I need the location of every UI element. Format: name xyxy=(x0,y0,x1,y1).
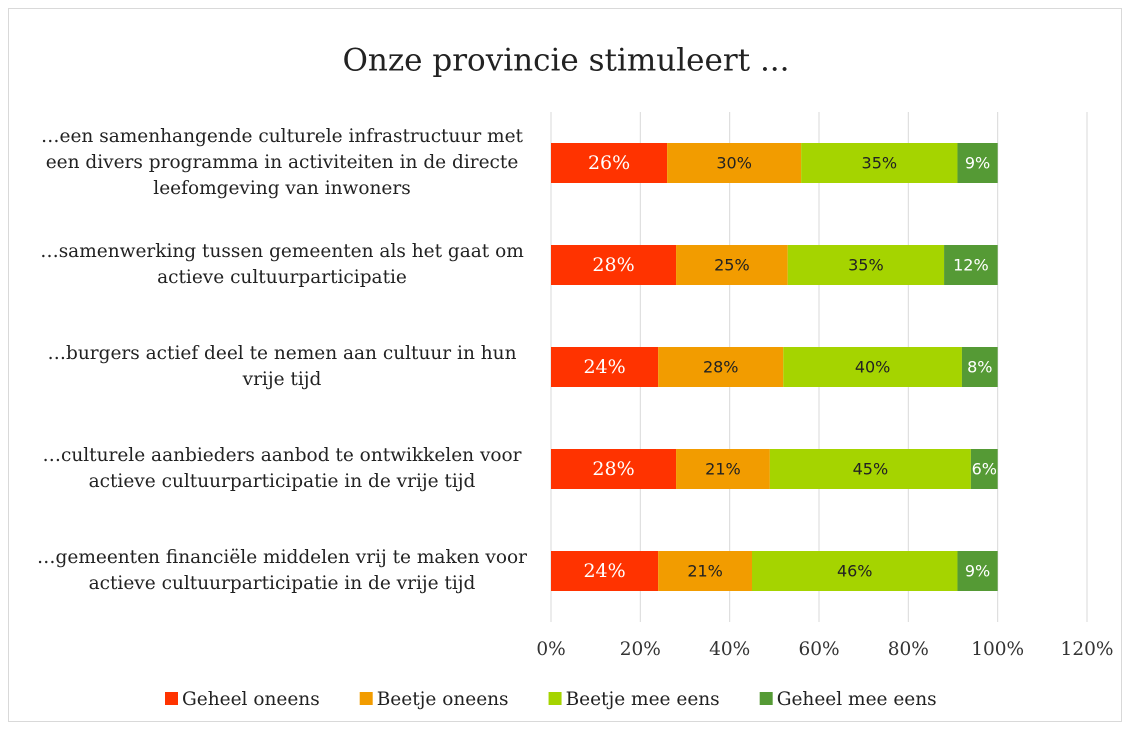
legend-swatch xyxy=(759,692,773,705)
data-label: 25% xyxy=(714,256,750,275)
x-tick-label: 120% xyxy=(1061,639,1114,660)
data-label: 8% xyxy=(967,358,992,377)
x-tick-label: 60% xyxy=(798,639,839,660)
bar-segment xyxy=(801,143,958,183)
x-tick-label: 100% xyxy=(971,639,1024,660)
data-label: 35% xyxy=(862,154,898,173)
data-label: 21% xyxy=(705,460,741,479)
data-label: 30% xyxy=(716,154,752,173)
legend-label: Beetje mee eens xyxy=(566,689,720,710)
bar-segment xyxy=(787,245,945,285)
legend-swatch xyxy=(359,692,373,705)
data-label: 21% xyxy=(687,562,723,581)
bar-segment xyxy=(944,245,998,285)
legend-swatch xyxy=(165,692,178,705)
data-label: 35% xyxy=(848,256,884,275)
legend-label: Geheel oneens xyxy=(182,689,320,710)
bar-segment xyxy=(783,347,962,387)
category-label: …burgers actief deel te nemen aan cultuu… xyxy=(47,343,517,390)
x-tick-label: 20% xyxy=(620,639,661,660)
category-label: …een samenhangende culturele infrastruct… xyxy=(41,126,523,199)
data-label: 9% xyxy=(965,154,990,173)
data-label: 26% xyxy=(588,152,630,174)
data-label: 28% xyxy=(592,458,634,480)
data-label: 45% xyxy=(853,460,889,479)
data-label: 24% xyxy=(583,560,625,582)
bar-segment xyxy=(658,347,784,387)
legend-swatch xyxy=(548,692,562,705)
legend-label: Beetje oneens xyxy=(377,689,509,710)
x-tick-label: 80% xyxy=(888,639,929,660)
legend-label: Geheel mee eens xyxy=(777,689,937,710)
bar-segment xyxy=(551,551,659,591)
bar-segment xyxy=(961,347,998,387)
bar-segment xyxy=(658,551,752,591)
bar-segment xyxy=(957,143,998,183)
data-label: 24% xyxy=(583,356,625,378)
bar-segment xyxy=(551,449,677,489)
data-label: 46% xyxy=(837,562,873,581)
bar-segment xyxy=(957,551,998,591)
data-label: 9% xyxy=(965,562,990,581)
bar-segment xyxy=(667,143,802,183)
bar-segment xyxy=(551,245,677,285)
category-label: …gemeenten financiële middelen vrij te m… xyxy=(37,547,527,594)
x-tick-label: 40% xyxy=(709,639,750,660)
data-label: 40% xyxy=(855,358,891,377)
bar-segment xyxy=(769,449,971,489)
bar-segment xyxy=(970,449,998,489)
category-label: …culturele aanbieders aanbod te ontwikke… xyxy=(42,445,522,492)
data-label: 28% xyxy=(592,254,634,276)
x-tick-label: 0% xyxy=(536,639,565,660)
bar-segment xyxy=(676,245,788,285)
category-label: …samenwerking tussen gemeenten als het g… xyxy=(40,241,524,288)
bar-segment xyxy=(551,143,668,183)
data-label: 12% xyxy=(953,256,989,275)
bar-segment xyxy=(676,449,770,489)
bar-segment xyxy=(752,551,958,591)
chart-title: Onze provincie stimuleert ... xyxy=(342,43,789,79)
data-label: 28% xyxy=(703,358,739,377)
data-label: 6% xyxy=(972,460,997,479)
bar-segment xyxy=(551,347,659,387)
